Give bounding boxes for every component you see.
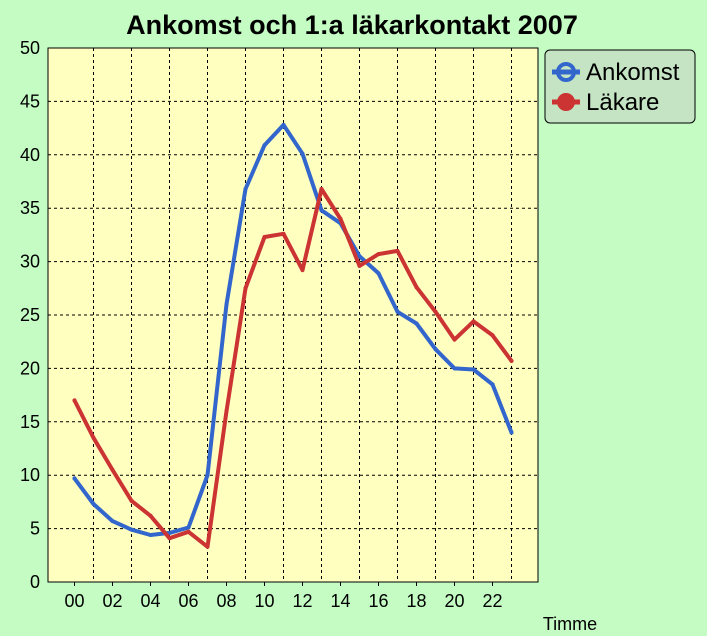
data-point-0	[414, 321, 419, 326]
data-point-1	[414, 285, 419, 290]
series-group	[72, 122, 514, 549]
y-tick-label: 15	[20, 412, 40, 432]
data-point-1	[395, 248, 400, 253]
x-tick-label: 06	[178, 591, 198, 611]
legend-label-0: Ankomst	[586, 59, 680, 86]
data-point-1	[490, 333, 495, 338]
y-axis: 0 5 10 15 20 25 30 35 40 45 50	[20, 38, 40, 592]
data-point-0	[433, 347, 438, 352]
data-point-1	[281, 231, 286, 236]
data-point-0	[490, 382, 495, 387]
x-tick-label: 14	[330, 591, 350, 611]
y-tick-label: 35	[20, 198, 40, 218]
data-point-1	[205, 544, 210, 549]
data-point-1	[129, 498, 134, 503]
x-tick-label: 04	[140, 591, 160, 611]
data-point-0	[300, 151, 305, 156]
legend-box	[544, 49, 696, 124]
x-tick-label: 16	[368, 591, 388, 611]
data-point-1	[91, 435, 96, 440]
data-point-1	[338, 216, 343, 221]
x-tick-label: 10	[254, 591, 274, 611]
data-point-0	[319, 208, 324, 213]
data-point-0	[395, 309, 400, 314]
data-point-0	[186, 525, 191, 530]
x-tick-label: 00	[64, 591, 84, 611]
data-point-1	[148, 513, 153, 518]
y-tick-label: 30	[20, 252, 40, 272]
data-point-0	[167, 530, 172, 535]
data-point-1	[376, 252, 381, 257]
data-point-0	[91, 502, 96, 507]
legend-marker-1	[557, 93, 575, 111]
legend-marker-0	[556, 62, 576, 82]
data-point-0	[224, 302, 229, 307]
data-point-0	[357, 254, 362, 259]
y-tick-label: 50	[20, 38, 40, 58]
series-line-0	[72, 122, 514, 537]
data-point-1	[167, 536, 172, 541]
data-point-0	[72, 476, 77, 481]
y-tick-label: 10	[20, 465, 40, 485]
data-point-0	[148, 533, 153, 538]
data-point-1	[509, 358, 514, 363]
y-tick-label: 5	[30, 519, 40, 539]
x-tick-label: 22	[482, 591, 502, 611]
data-point-1	[471, 319, 476, 324]
data-point-0	[376, 271, 381, 276]
data-point-0	[509, 430, 514, 435]
data-point-0	[452, 366, 457, 371]
data-point-0	[262, 143, 267, 148]
data-point-1	[433, 309, 438, 314]
data-point-0	[243, 186, 248, 191]
data-point-1	[262, 235, 267, 240]
y-tick-label: 45	[20, 91, 40, 111]
y-tick-label: 0	[30, 572, 40, 592]
data-point-1	[243, 286, 248, 291]
data-point-1	[110, 467, 115, 472]
series-line-1	[72, 187, 514, 549]
x-tick-label: 18	[406, 591, 426, 611]
data-point-1	[452, 337, 457, 342]
data-point-1	[300, 268, 305, 273]
data-point-1	[224, 409, 229, 414]
data-point-0	[129, 527, 134, 532]
data-point-1	[319, 186, 324, 191]
x-tick-label: 08	[216, 591, 236, 611]
x-axis-label: Timme	[543, 614, 597, 634]
data-point-0	[205, 473, 210, 478]
y-tick-label: 25	[20, 305, 40, 325]
data-point-1	[72, 398, 77, 403]
x-tick-label: 12	[292, 591, 312, 611]
y-tick-label: 40	[20, 145, 40, 165]
x-axis: 00 02 04 06 08 10 12 14 16 18 20 22	[64, 582, 503, 611]
data-point-0	[110, 519, 115, 524]
chart-title: Ankomst och 1:a läkarkontakt 2007	[126, 10, 578, 40]
data-point-0	[281, 122, 286, 127]
y-tick-label: 20	[20, 358, 40, 378]
x-tick-label: 02	[102, 591, 122, 611]
legend: Ankomst Läkare	[544, 49, 696, 124]
data-point-0	[471, 367, 476, 372]
data-point-1	[186, 529, 191, 534]
data-point-1	[357, 263, 362, 268]
x-tick-label: 20	[444, 591, 464, 611]
legend-label-1: Läkare	[586, 89, 659, 116]
